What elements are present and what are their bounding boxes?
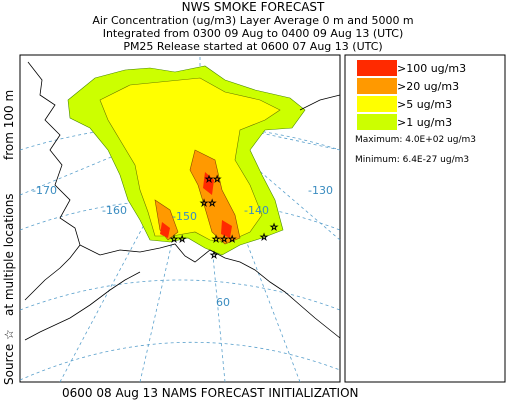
- grid-label: -140: [244, 204, 269, 217]
- legend: Maximum: 4.0E+02 ug/m3 Minimum: 6.4E-27 …: [344, 54, 506, 383]
- legend-swatch: [357, 78, 397, 94]
- minimum: Minimum: 6.4E-27 ug/m3: [355, 155, 469, 165]
- svg-text:☆☆: ☆☆: [170, 235, 186, 245]
- svg-text:☆: ☆: [260, 233, 268, 243]
- subtitle: Air Concentration (ug/m3) Layer Average …: [92, 14, 413, 27]
- title: NWS SMOKE FORECAST: [182, 0, 325, 14]
- map: -170 -160 -150 -140 -130 60 ☆☆ ☆☆ ☆☆ ☆☆☆…: [19, 54, 341, 383]
- svg-text:☆: ☆: [270, 223, 278, 233]
- grid-label: 60: [216, 296, 230, 309]
- svg-text:☆☆: ☆☆: [205, 175, 221, 185]
- coastline: [24, 61, 341, 341]
- grid-label: -150: [172, 210, 197, 223]
- svg-text:☆☆☆: ☆☆☆: [212, 235, 236, 245]
- side-label: Source ☆: [2, 329, 16, 385]
- subtitle: PM25 Release started at 0600 07 Aug 13 (…: [123, 40, 382, 53]
- grid-label: -130: [308, 184, 333, 197]
- legend-label: >20 ug/m3: [397, 80, 459, 93]
- grid-label: -160: [102, 204, 127, 217]
- legend-swatch: [357, 60, 397, 76]
- subtitle: Integrated from 0300 09 Aug to 0400 09 A…: [103, 27, 404, 40]
- legend-swatch: [357, 114, 397, 130]
- svg-text:☆: ☆: [210, 251, 218, 261]
- svg-text:☆☆: ☆☆: [200, 199, 216, 209]
- sources: ☆☆ ☆☆ ☆☆ ☆☆☆ ☆ ☆ ☆: [170, 175, 279, 262]
- grid-label: -170: [32, 184, 57, 197]
- side-label: at multiple locations: [2, 193, 16, 316]
- legend-swatch: [357, 96, 397, 112]
- side-label: from 100 m: [2, 90, 16, 160]
- footer: 0600 08 Aug 13 NAMS FORECAST INITIALIZAT…: [62, 386, 359, 400]
- legend-label: >5 ug/m3: [397, 98, 452, 111]
- maximum: Maximum: 4.0E+02 ug/m3: [355, 135, 476, 145]
- plume: [67, 65, 306, 256]
- legend-label: >1 ug/m3: [397, 116, 452, 129]
- legend-label: >100 ug/m3: [397, 62, 466, 75]
